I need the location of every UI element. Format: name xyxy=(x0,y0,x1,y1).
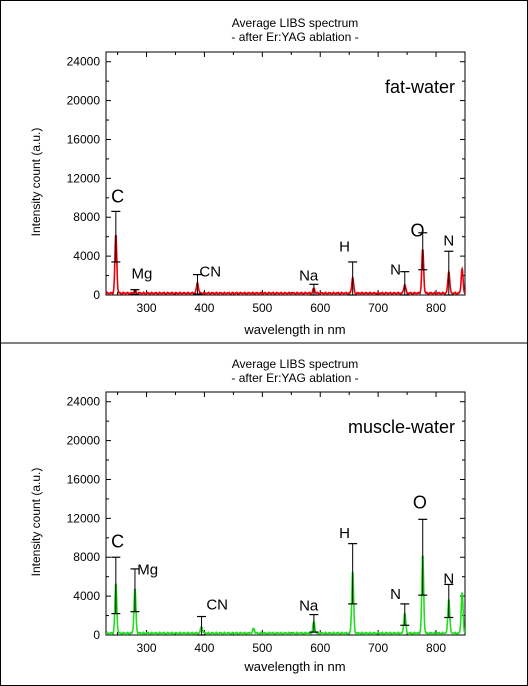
x-tick-label: 800 xyxy=(426,641,446,655)
plot-area xyxy=(105,391,466,636)
peak-annotation-n: N xyxy=(443,232,454,249)
x-tick-label: 800 xyxy=(426,301,446,315)
peak-annotation-cn: CN xyxy=(206,597,228,614)
y-tick-label: 12000 xyxy=(67,171,101,185)
x-tick-label: 500 xyxy=(252,641,272,655)
y-axis-label: Intensity count (a.u.) xyxy=(29,468,43,577)
peak-annotation-na: Na xyxy=(299,598,319,615)
y-tick-label: 0 xyxy=(93,628,100,642)
y-tick-label: 8000 xyxy=(73,550,100,564)
plot-area xyxy=(105,51,466,296)
panel-fat-water: Average LIBS spectrum - after Er:YAG abl… xyxy=(29,16,466,337)
x-tick-label: 700 xyxy=(368,641,388,655)
y-tick-label: 24000 xyxy=(67,395,101,409)
x-tick-label: 300 xyxy=(137,301,157,315)
peak-point xyxy=(252,628,255,632)
x-tick-label: 400 xyxy=(194,641,214,655)
peak-annotation-c: C xyxy=(111,187,124,207)
peak-annotation-c: C xyxy=(111,532,124,552)
peak-annotation-na: Na xyxy=(299,267,319,284)
peak-annotation-h: H xyxy=(339,525,350,542)
peak-annotation-n: N xyxy=(390,262,401,279)
y-tick-label: 0 xyxy=(93,288,100,302)
y-tick-label: 24000 xyxy=(67,55,101,69)
peak-annotation-h: H xyxy=(339,238,350,255)
x-tick-label: 600 xyxy=(310,301,330,315)
y-tick-label: 20000 xyxy=(67,434,101,448)
x-axis-label: wavelength in nm xyxy=(243,659,345,674)
peak-point xyxy=(460,269,464,272)
x-tick-label: 700 xyxy=(368,301,388,315)
panel-muscle-water: Average LIBS spectrum - after Er:YAG abl… xyxy=(29,357,466,674)
peak-annotation-cn: CN xyxy=(199,264,221,281)
chart-subtitle: - after Er:YAG ablation - xyxy=(231,30,358,44)
chart-subtitle: - after Er:YAG ablation - xyxy=(231,371,358,385)
chart-title: Average LIBS spectrum xyxy=(232,16,359,30)
y-tick-label: 16000 xyxy=(67,472,101,486)
chart-title: Average LIBS spectrum xyxy=(232,357,359,371)
peak-annotation-mg: Mg xyxy=(137,562,158,579)
peak-annotation-n: N xyxy=(390,586,401,603)
sample-label: muscle-water xyxy=(348,417,455,437)
peak-point xyxy=(460,592,464,596)
y-tick-label: 4000 xyxy=(73,249,100,263)
peak-annotation-mg: Mg xyxy=(131,265,152,282)
peak-annotation-o: O xyxy=(411,221,425,241)
y-tick-label: 4000 xyxy=(73,589,100,603)
x-tick-label: 300 xyxy=(137,641,157,655)
y-tick-label: 20000 xyxy=(67,94,101,108)
x-axis-label: wavelength in nm xyxy=(243,322,345,337)
x-tick-label: 600 xyxy=(310,641,330,655)
x-tick-label: 500 xyxy=(252,301,272,315)
peak-annotation-n: N xyxy=(443,570,454,587)
sample-label: fat-water xyxy=(385,77,455,97)
x-tick-label: 400 xyxy=(194,301,214,315)
y-tick-label: 8000 xyxy=(73,210,100,224)
y-axis-label: Intensity count (a.u.) xyxy=(29,128,43,237)
y-tick-label: 12000 xyxy=(67,511,101,525)
peak-annotation-o: O xyxy=(413,493,427,513)
y-tick-label: 16000 xyxy=(67,132,101,146)
